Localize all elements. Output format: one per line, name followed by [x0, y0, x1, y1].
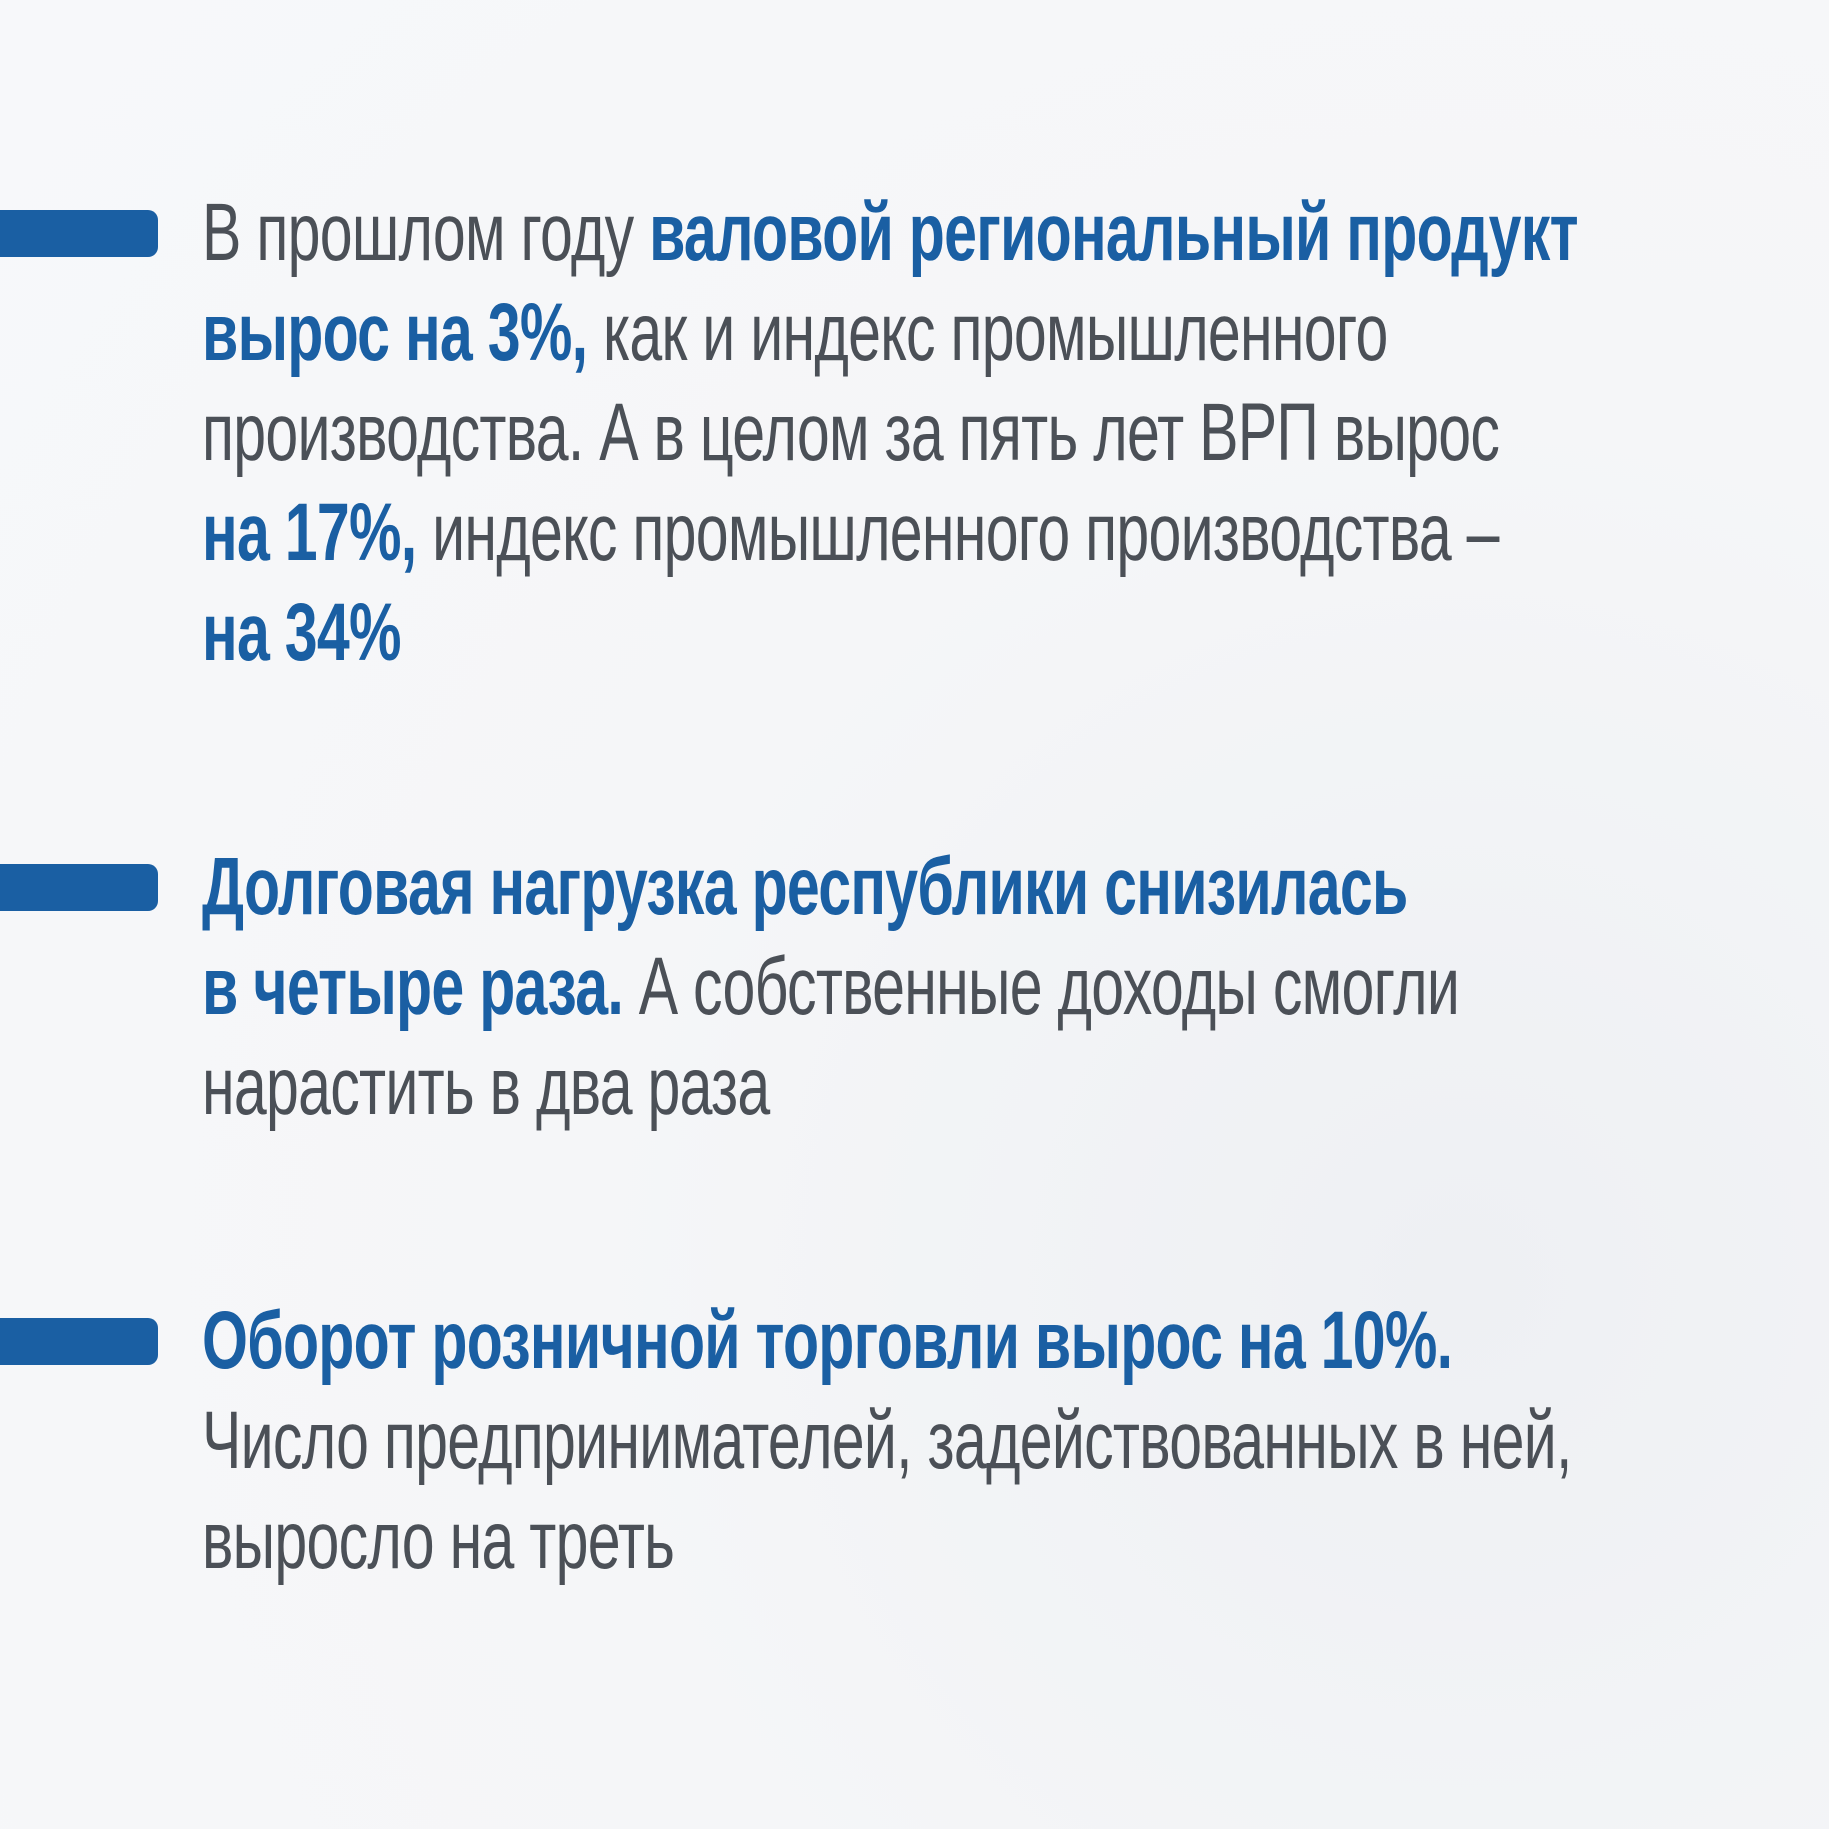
body-text: А собственные доходы смогли	[623, 941, 1460, 1032]
accent-bar	[0, 1318, 158, 1365]
text-line: производства. А в целом за пять лет ВРП …	[202, 383, 1500, 483]
body-text: нарастить в два раза	[202, 1041, 770, 1132]
text-line: Долговая нагрузка республики снизилась	[202, 837, 1408, 937]
highlight-text: Оборот розничной торговли вырос на 10%.	[202, 1295, 1453, 1386]
highlight-text: на 17%,	[202, 487, 417, 578]
text-line: Оборот розничной торговли вырос на 10%.	[202, 1291, 1453, 1391]
body-text: индекс промышленного производства –	[416, 487, 1499, 578]
text-line: В прошлом году валовой региональный прод…	[202, 183, 1579, 283]
text-line: на 34%	[202, 583, 401, 683]
body-text: как и индекс промышленного	[587, 287, 1388, 378]
highlight-text: на 34%	[202, 587, 401, 678]
highlight-text: Долговая нагрузка республики снизилась	[202, 841, 1408, 932]
text-line: нарастить в два раза	[202, 1037, 770, 1137]
highlight-text: вырос на 3%,	[202, 287, 588, 378]
text-line: в четыре раза. А собственные доходы смог…	[202, 937, 1460, 1037]
body-text: выросло на треть	[202, 1495, 675, 1586]
body-text: В прошлом году	[202, 187, 650, 278]
text-line: Число предпринимателей, задействованных …	[202, 1391, 1572, 1491]
body-text: производства. А в целом за пять лет ВРП …	[202, 387, 1500, 478]
body-text: Число предпринимателей, задействованных …	[202, 1395, 1572, 1486]
accent-bar	[0, 210, 158, 257]
text-line: выросло на треть	[202, 1491, 675, 1591]
highlight-text: в четыре раза.	[202, 941, 624, 1032]
text-line: на 17%, индекс промышленного производств…	[202, 483, 1499, 583]
highlight-text: валовой региональный продукт	[649, 187, 1578, 278]
accent-bar	[0, 864, 158, 911]
text-line: вырос на 3%, как и индекс промышленного	[202, 283, 1388, 383]
